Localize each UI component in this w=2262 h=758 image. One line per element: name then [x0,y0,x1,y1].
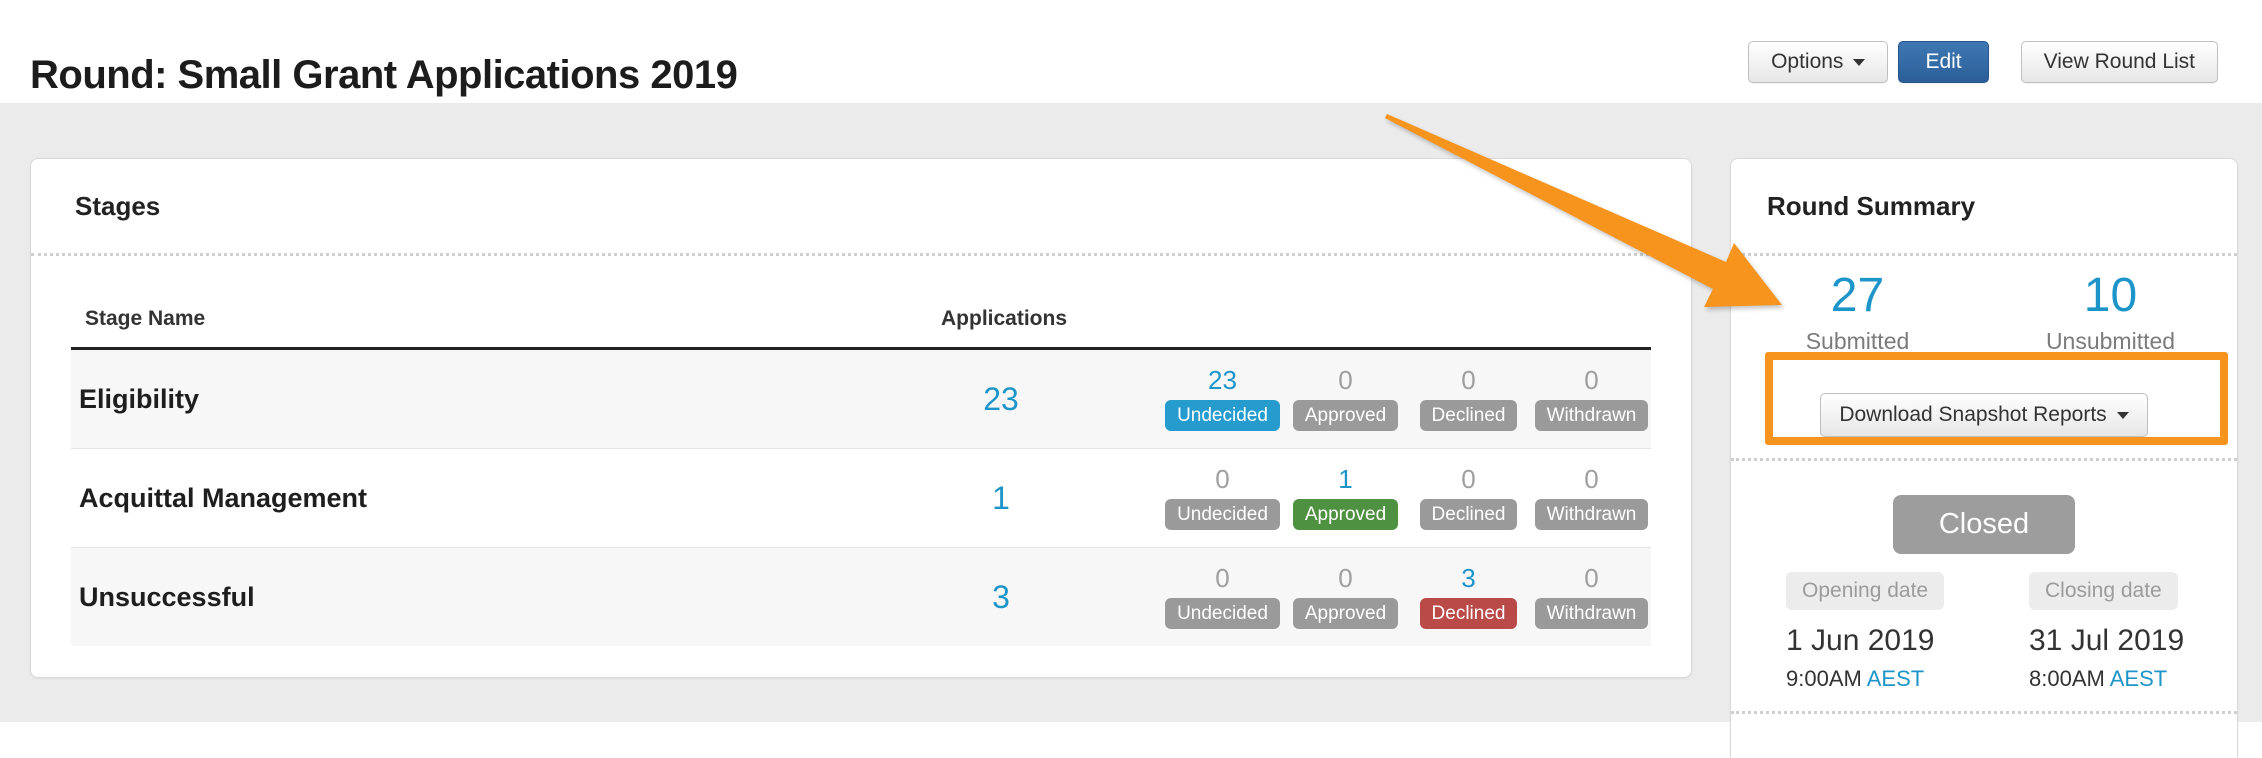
stage-total-link[interactable]: 23 [983,380,1019,417]
submitted-count[interactable]: 27 [1830,269,1885,322]
table-row: Acquittal Management 1 0 Undecided 1 App… [71,448,1651,547]
page-title: Round: Small Grant Applications 2019 [30,52,738,97]
table-row: Eligibility 23 23 Undecided 0 Approved 0… [71,350,1651,448]
status-cell: 0 Withdrawn [1530,565,1653,630]
header-actions: Options Edit View Round List [1748,41,2218,83]
round-dates: Opening date 1 Jun 2019 9:00AM AEST Clos… [1731,572,2237,692]
status-badge-undecided: Undecided [1165,498,1280,531]
status-badge-declined: Declined [1419,597,1518,630]
view-round-list-button[interactable]: View Round List [2020,41,2218,83]
status-cell: 0 Undecided [1161,565,1284,630]
stages-table: Stage Name Applications Eligibility 23 2… [31,256,1691,646]
status-count: 0 [1338,364,1353,395]
column-header-stage-name: Stage Name [85,307,206,330]
status-count: 0 [1215,463,1230,494]
round-summary-panel: Round Summary 27 Submitted 10 Unsubmitte… [1730,158,2238,758]
round-summary-title: Round Summary [1767,190,1976,221]
opening-date-label: Opening date [1786,572,1945,610]
download-row: Download Snapshot Reports [1731,372,2237,461]
status-count: 0 [1461,463,1476,494]
submitted-label: Submitted [1805,328,1910,354]
status-badge-undecided: Undecided [1165,597,1280,630]
table-row: Unsuccessful 3 0 Undecided 0 Approved 3 … [71,547,1651,646]
stage-name: Unsuccessful [79,581,255,612]
submitted-stat: 27 Submitted [1731,272,1984,372]
unsubmitted-count[interactable]: 10 [2083,269,2138,322]
status-badge-declined: Declined [1419,399,1518,432]
opening-date-block: Opening date 1 Jun 2019 9:00AM AEST [1786,572,2029,692]
chevron-down-icon [2116,411,2129,419]
unsubmitted-label: Unsubmitted [2045,328,2176,354]
stages-panel-title: Stages [75,190,161,221]
status-badge-approved: Approved [1292,399,1399,432]
status-cell: 23 Undecided [1161,367,1284,432]
status-cell: 0 Declined [1407,466,1530,531]
closing-timezone-link[interactable]: AEST [2109,666,2168,691]
closing-date-value: 31 Jul 2019 [2029,624,2185,657]
status-count: 0 [1338,562,1353,593]
status-count[interactable]: 23 [1208,364,1237,395]
status-cell: 1 Approved [1284,466,1407,531]
status-badge-declined: Declined [1419,498,1518,531]
stage-name: Acquittal Management [79,482,368,513]
stage-name: Eligibility [79,383,200,414]
status-count: 0 [1584,562,1599,593]
status-badge-withdrawn: Withdrawn [1534,399,1649,432]
column-header-applications: Applications [941,307,1068,330]
summary-bottom-separator [1731,711,2237,714]
status-cell: 0 Approved [1284,565,1407,630]
status-cell: 0 Approved [1284,367,1407,432]
stages-panel: Stages Stage Name Applications Eligibili… [30,158,1692,678]
download-snapshot-reports-label: Download Snapshot Reports [1839,403,2107,426]
round-status-row: Closed [1731,461,2237,554]
status-cell: 0 Withdrawn [1530,367,1653,432]
status-badge-approved: Approved [1292,498,1399,531]
round-summary-stats: 27 Submitted 10 Unsubmitted [1731,256,2237,372]
status-count[interactable]: 1 [1338,463,1353,494]
download-snapshot-reports-button[interactable]: Download Snapshot Reports [1820,393,2148,437]
page-header: Round: Small Grant Applications 2019 Opt… [0,0,2262,103]
status-count: 0 [1584,463,1599,494]
closing-date-block: Closing date 31 Jul 2019 8:00AM AEST [2029,572,2207,692]
status-badge-withdrawn: Withdrawn [1534,597,1649,630]
opening-timezone-link[interactable]: AEST [1866,666,1925,691]
round-status-badge: Closed [1892,495,2076,554]
status-cell: 0 Declined [1407,367,1530,432]
status-badge-undecided: Undecided [1165,399,1280,432]
opening-date-value: 1 Jun 2019 [1786,624,1935,657]
options-button[interactable]: Options [1748,41,1889,83]
closing-time-value: 8:00AM [2029,666,2105,691]
status-count: 0 [1461,364,1476,395]
status-count: 0 [1215,562,1230,593]
stage-total-link[interactable]: 3 [992,578,1010,615]
chevron-down-icon [1853,58,1866,66]
stages-panel-heading: Stages [31,159,1691,256]
status-cell: 3 Declined [1407,565,1530,630]
options-button-label: Options [1771,50,1844,73]
status-cell: 0 Undecided [1161,466,1284,531]
stages-table-header: Stage Name Applications [71,256,1651,350]
status-badge-approved: Approved [1292,597,1399,630]
opening-date-time: 9:00AM AEST [1786,666,2029,692]
edit-button[interactable]: Edit [1898,41,1989,83]
status-count[interactable]: 3 [1461,562,1476,593]
status-cell: 0 Withdrawn [1530,466,1653,531]
round-summary-heading: Round Summary [1731,159,2237,256]
unsubmitted-stat: 10 Unsubmitted [1984,272,2237,372]
closing-date-time: 8:00AM AEST [2029,666,2207,692]
closing-date-label: Closing date [2029,572,2178,610]
status-badge-withdrawn: Withdrawn [1534,498,1649,531]
status-count: 0 [1584,364,1599,395]
opening-time-value: 9:00AM [1786,666,1862,691]
stage-total-link[interactable]: 1 [992,479,1010,516]
